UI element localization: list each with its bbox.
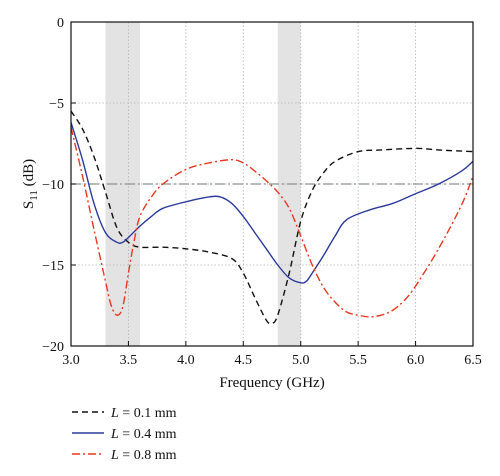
y-tick-label-2: −10 — [42, 178, 64, 193]
legend-label-rest-1: = 0.4 mm — [119, 427, 177, 442]
x-tick-label-2: 4.0 — [177, 353, 195, 368]
x-tick-label-1: 3.5 — [120, 353, 138, 368]
y-tick-label-4: −20 — [42, 340, 64, 355]
x-tick-label-3: 4.5 — [235, 353, 253, 368]
y-axis-label-base: S — [21, 201, 37, 209]
y-axis-label: S11 (dB) — [21, 159, 40, 209]
y-axis-label-unit: (dB) — [21, 159, 37, 190]
series-line-2 — [70, 127, 474, 318]
y-tick-label-0: 0 — [57, 16, 64, 31]
series-line-1 — [70, 122, 474, 284]
y-tick-label-3: −15 — [42, 259, 64, 274]
x-tick-label-0: 3.0 — [62, 353, 80, 368]
legend-label-0: L = 0.1 mm — [110, 406, 177, 421]
x-tick-label-7: 6.5 — [464, 353, 482, 368]
legend-label-rest-0: = 0.1 mm — [119, 406, 177, 421]
y-axis-label-sub: 11 — [28, 190, 40, 201]
series-lines — [70, 110, 474, 325]
x-tick-label-5: 5.5 — [349, 353, 367, 368]
legend-label-rest-2: = 0.8 mm — [119, 448, 177, 463]
legend-label-var-2: L — [110, 448, 119, 463]
legend-label-var-0: L — [110, 406, 119, 421]
series-line-0 — [70, 110, 474, 325]
y-tick-label-1: −5 — [49, 97, 64, 112]
x-tick-label-4: 5.0 — [292, 353, 310, 368]
x-axis-label: Frequency (GHz) — [219, 375, 324, 391]
legend-label-2: L = 0.8 mm — [110, 448, 177, 463]
legend: L = 0.1 mmL = 0.4 mmL = 0.8 mm — [72, 406, 177, 463]
x-tick-label-6: 6.0 — [407, 353, 425, 368]
tick-labels: 3.0 3.5 4.0 4.5 5.0 5.5 6.0 6.5 0 −5 −10 −15 −20 — [42, 16, 482, 368]
legend-label-var-1: L — [110, 427, 119, 442]
legend-label-1: L = 0.4 mm — [110, 427, 177, 442]
axis-ticks — [70, 21, 474, 347]
